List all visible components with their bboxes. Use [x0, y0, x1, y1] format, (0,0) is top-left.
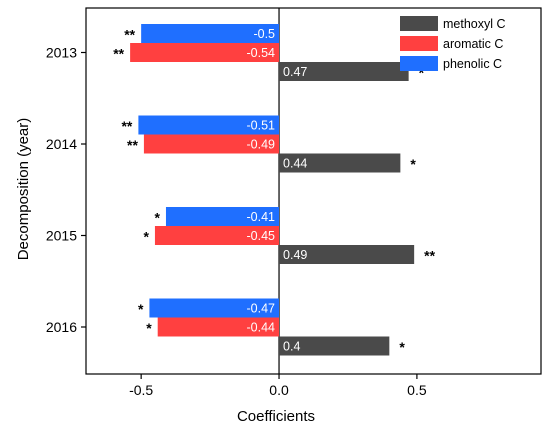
data-label: 0.44	[283, 157, 307, 171]
bar	[157, 317, 280, 337]
data-label: -0.49	[247, 138, 276, 152]
data-label: -0.44	[247, 321, 276, 335]
bar	[141, 24, 280, 43]
data-label: -0.45	[247, 229, 276, 243]
significance-marker: **	[124, 27, 135, 43]
data-label: -0.41	[247, 210, 276, 224]
bar	[130, 43, 280, 62]
bars: -0.5**-0.54**0.47 *-0.51**-0.49**0.44 *-0.…	[113, 24, 436, 356]
bar	[165, 207, 280, 226]
significance-marker: *	[138, 301, 144, 317]
data-label: 0.4	[283, 340, 300, 354]
significance-marker: *	[399, 339, 405, 355]
bar	[149, 298, 280, 318]
legend: methoxyl C aromatic C phenolic C	[400, 16, 506, 71]
bar	[154, 226, 280, 245]
significance-marker: **	[424, 248, 435, 264]
data-label: 0.49	[283, 248, 307, 262]
plot-frame	[85, 7, 542, 375]
y-tick-label: 2016	[46, 319, 77, 335]
x-tick-label: 0.5	[407, 382, 427, 398]
significance-marker: **	[127, 137, 138, 153]
significance-marker: *	[419, 65, 425, 81]
bar	[279, 336, 390, 356]
significance-marker: *	[155, 210, 161, 226]
legend-label: phenolic C	[443, 57, 502, 71]
significance-marker: *	[410, 156, 416, 172]
legend-label: methoxyl C	[443, 17, 506, 31]
y-tick-label: 2015	[46, 228, 77, 244]
significance-marker: *	[143, 229, 149, 245]
bar	[279, 62, 409, 81]
bar	[279, 153, 401, 173]
legend-swatch	[400, 56, 438, 71]
bar	[279, 245, 415, 264]
legend-label: aromatic C	[443, 37, 503, 51]
data-label: -0.47	[247, 302, 276, 316]
y-axis-label: Decomposition (year)	[15, 118, 32, 261]
significance-marker: *	[146, 320, 152, 336]
x-tick-label: 0.0	[269, 382, 289, 398]
legend-swatch	[400, 16, 438, 31]
data-label: -0.51	[247, 119, 276, 133]
data-label: -0.5	[253, 27, 275, 41]
x-axis-label: Coefficients	[237, 408, 315, 425]
bar	[143, 134, 280, 154]
y-tick-label: 2014	[46, 136, 77, 152]
significance-marker: **	[113, 46, 124, 62]
axes: 2013 2014 2015 2016 -0.5 0.0 0.5	[46, 45, 427, 399]
bar	[138, 115, 280, 135]
x-tick-label: -0.5	[129, 382, 153, 398]
data-label: -0.54	[247, 46, 276, 60]
y-tick-label: 2013	[46, 45, 77, 61]
legend-swatch	[400, 36, 438, 51]
significance-marker: **	[121, 118, 132, 134]
data-label: 0.47	[283, 65, 307, 79]
